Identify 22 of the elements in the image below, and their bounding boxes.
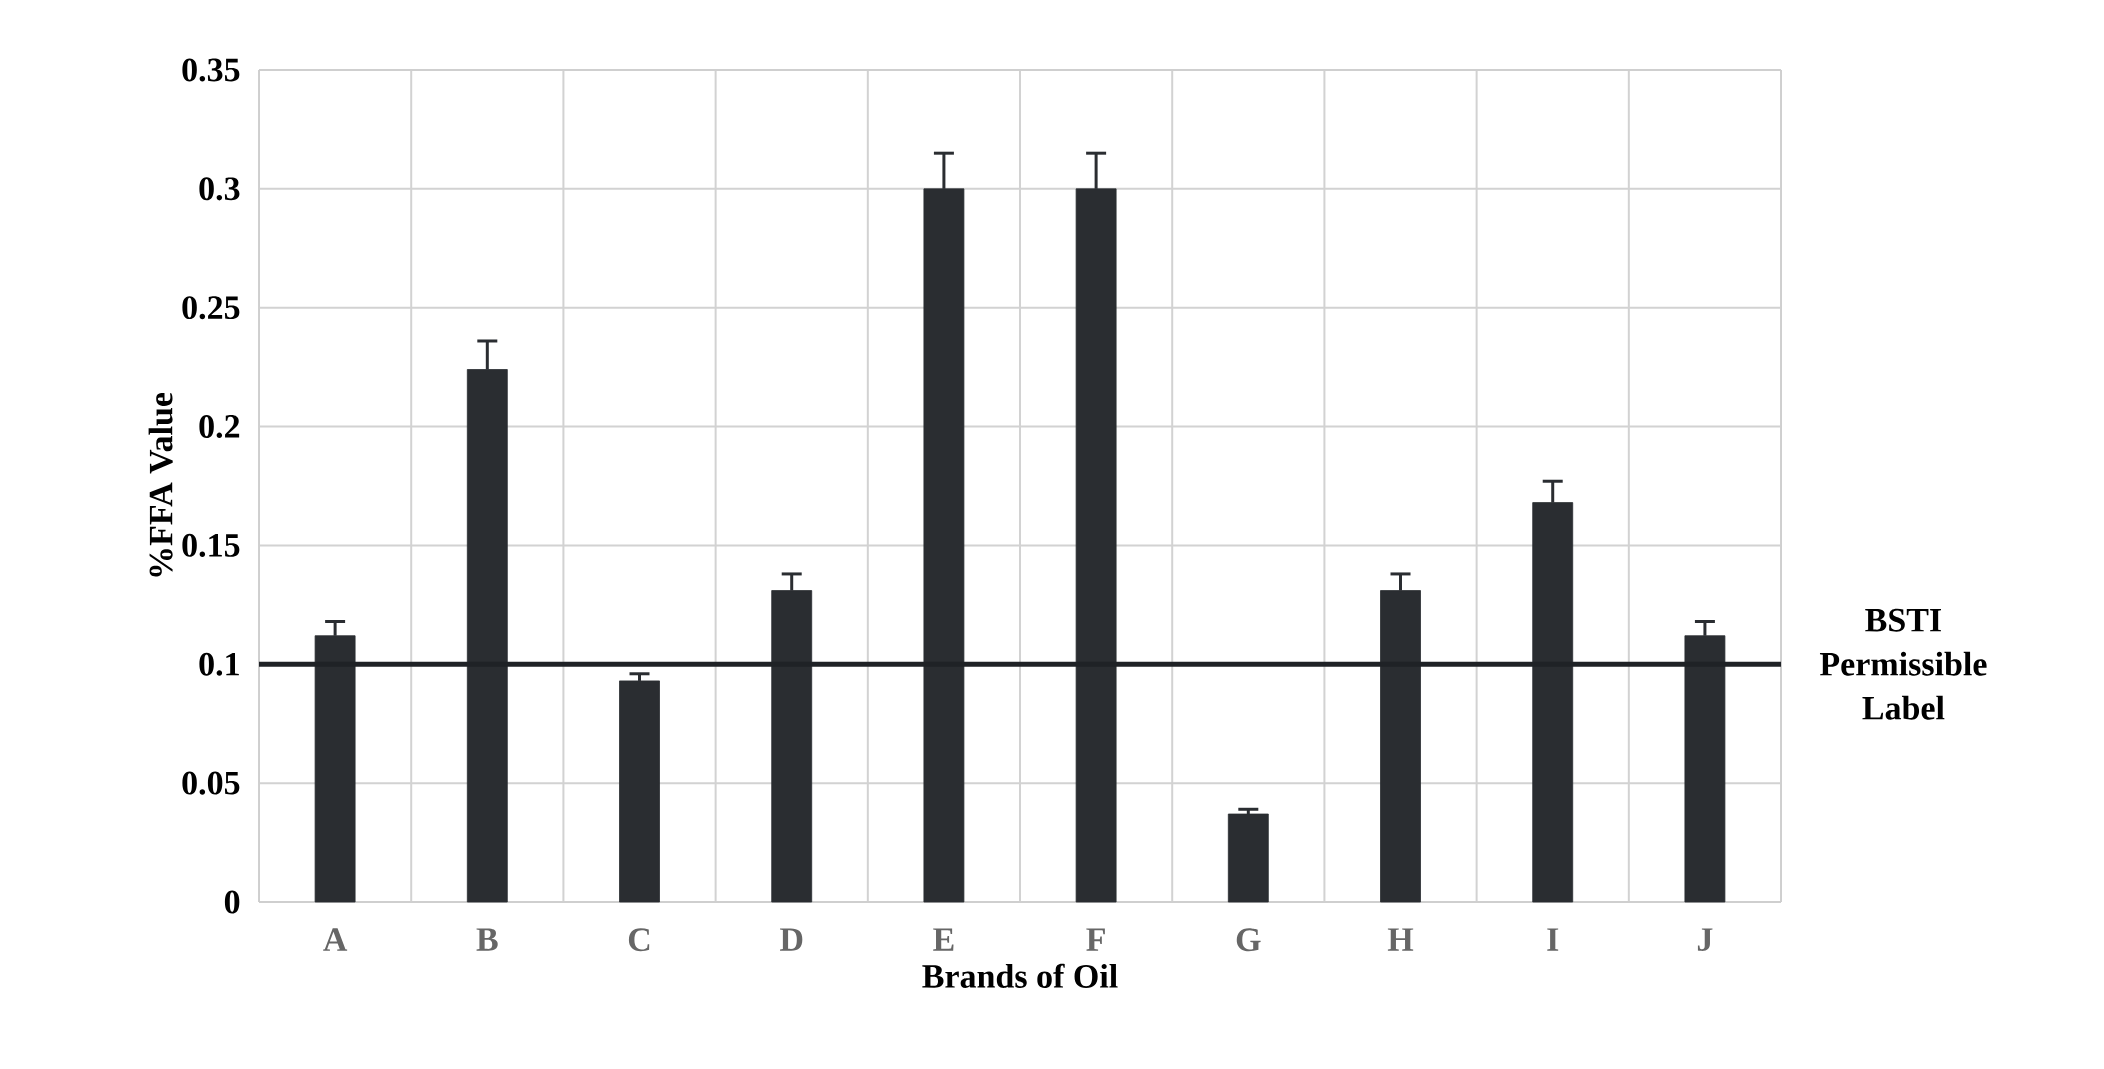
y-axis-title: %FFA Value: [148, 392, 173, 577]
ref-line-label: BSTI Permissible Label: [1819, 608, 1987, 720]
x-tick-label: G: [1236, 928, 1261, 952]
y-tick-label: 0.15: [182, 533, 240, 557]
x-axis-title: Brands of Oil: [922, 963, 1118, 988]
bar: [1227, 813, 1269, 903]
x-tick-label: I: [1547, 928, 1559, 951]
x-tick-label: F: [1086, 928, 1105, 951]
y-tick-label: 0.05: [182, 771, 240, 795]
x-tick-label: D: [780, 928, 803, 951]
x-tick-label: A: [323, 928, 348, 951]
x-tick-label: J: [1697, 928, 1713, 951]
x-tick-label: H: [1387, 928, 1414, 951]
x-tick-label: B: [476, 928, 498, 951]
x-tick-label: E: [933, 928, 954, 951]
x-tick-label: C: [628, 928, 650, 952]
y-tick-label: 0.1: [199, 652, 239, 676]
y-tick-label: 0.25: [182, 296, 240, 320]
y-tick-label: 0.3: [199, 177, 240, 201]
y-tick-label: 0.35: [182, 58, 240, 82]
y-tick-label: 0: [224, 890, 240, 914]
y-tick-label: 0.2: [199, 415, 240, 439]
